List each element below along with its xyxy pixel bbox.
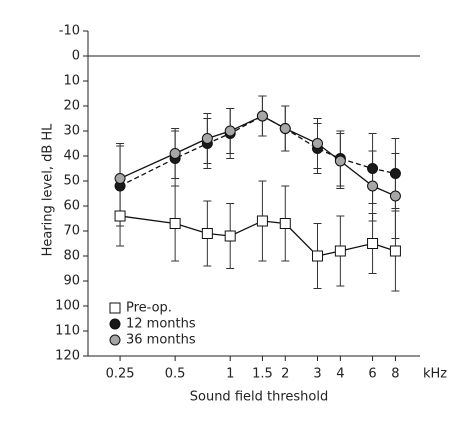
y-tick-label: 70	[63, 224, 80, 239]
legend-marker	[109, 334, 121, 346]
y-tick-label: 50	[63, 174, 80, 189]
y-tick-label: 100	[55, 299, 80, 314]
data-point	[389, 245, 401, 257]
legend-label: 36 months	[126, 333, 196, 348]
x-tick-label: 0.25	[106, 367, 135, 382]
y-tick-label: 110	[55, 324, 80, 339]
y-tick-label: 90	[63, 274, 80, 289]
y-tick-label: 10	[63, 74, 80, 89]
data-point	[279, 123, 291, 134]
y-tick-label: 0	[72, 49, 80, 64]
y-tick-label: -10	[59, 24, 80, 39]
x-tick-label: 8	[391, 367, 399, 382]
legend-label: 12 months	[126, 317, 196, 332]
legend-label: Pre-op.	[126, 301, 172, 316]
data-point	[169, 148, 181, 159]
data-point	[367, 163, 379, 174]
data-point	[311, 250, 323, 262]
y-tick-label: 60	[63, 199, 80, 214]
data-point	[367, 180, 379, 192]
y-axis-label: Hearing level, dB HL	[41, 123, 56, 257]
data-point	[334, 245, 346, 257]
legend-marker	[109, 302, 121, 314]
data-point	[334, 155, 346, 167]
data-point	[201, 133, 213, 144]
data-point	[114, 173, 126, 184]
x-tick-label: 2	[281, 367, 289, 382]
legend-marker	[109, 318, 121, 330]
x-tick-label: 1.5	[252, 367, 273, 382]
y-tick-label: 80	[63, 249, 80, 264]
data-point	[224, 125, 236, 137]
x-tick-label: 1	[226, 367, 234, 382]
y-tick-label: 120	[55, 349, 80, 364]
y-tick-label: 40	[63, 149, 80, 164]
data-point	[389, 168, 401, 179]
series-line	[119, 215, 396, 257]
data-point	[114, 210, 126, 222]
data-point	[169, 218, 181, 229]
x-axis-label: Sound field threshold	[190, 390, 328, 405]
data-point	[389, 190, 401, 202]
data-point	[256, 110, 268, 122]
x-unit-label: kHz	[423, 367, 447, 382]
x-tick-label: 4	[336, 367, 344, 382]
data-point	[256, 215, 268, 227]
y-tick-label: 20	[63, 99, 80, 114]
y-tick-label: 30	[63, 124, 80, 139]
series-line	[119, 115, 396, 197]
x-tick-label: 3	[313, 367, 321, 382]
data-point	[311, 138, 323, 149]
data-point	[224, 230, 236, 242]
data-point	[279, 218, 291, 229]
series-line	[119, 115, 396, 187]
x-tick-label: 6	[368, 367, 376, 382]
x-tick-label: 0.5	[165, 367, 186, 382]
data-point	[201, 228, 213, 239]
data-point	[367, 238, 379, 249]
